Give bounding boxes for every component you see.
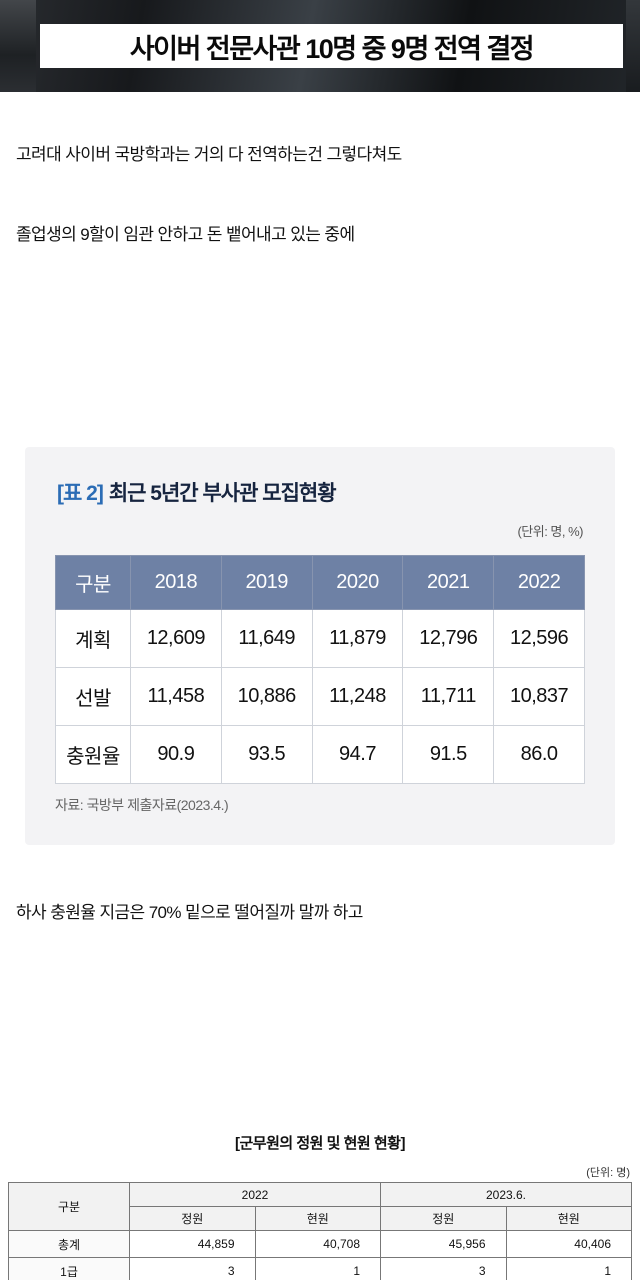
cell: 11,649: [220, 609, 313, 668]
recruit-col-header: 구분: [55, 555, 131, 610]
row-label: 총계: [8, 1230, 130, 1258]
comment-line-2: 졸업생의 9할이 임관 안하고 돈 뱉어내고 있는 중에: [16, 225, 355, 244]
cell: 1: [254, 1257, 381, 1280]
cell: 44,859: [129, 1230, 256, 1258]
civilian-sub-header: 현원: [254, 1206, 381, 1231]
row-label: 1급: [8, 1257, 130, 1280]
civilian-sub-header: 정원: [380, 1206, 507, 1231]
cell: 3: [380, 1257, 507, 1280]
news-headline: 사이버 전문사관 10명 중 9명 전역 결정: [129, 33, 535, 64]
cell: 11,711: [402, 667, 495, 726]
cell: 94.7: [311, 725, 404, 784]
civilian-sub-header: 현원: [505, 1206, 632, 1231]
comment-line-1: 고려대 사이버 국방학과는 거의 다 전역하는건 그렇다쳐도: [16, 145, 402, 164]
cell: 86.0: [493, 725, 585, 784]
recruit-table-title-text: 최근 5년간 부사관 모집현황: [108, 482, 337, 505]
cell: 11,879: [311, 609, 404, 668]
recruit-table: 구분 2018 2019 2020 2021 2022 계획 12,609 11…: [55, 555, 585, 784]
recruit-table-panel: [표 2] 최근 5년간 부사관 모집현황 (단위: 명, %) 구분 2018 …: [25, 447, 615, 845]
table-row: 1급 3 1 3 1: [8, 1257, 632, 1280]
row-label: 선발: [55, 667, 131, 726]
civilian-col-group-label: 구분: [8, 1182, 130, 1231]
recruit-col-header: 2021: [402, 555, 495, 610]
news-headline-box: 사이버 전문사관 10명 중 9명 전역 결정: [40, 24, 623, 68]
cell: 11,458: [130, 667, 222, 726]
cell: 45,956: [380, 1230, 507, 1258]
cell: 40,406: [505, 1230, 632, 1258]
civilian-table-title: [군무원의 정원 및 현원 현황]: [235, 1135, 405, 1152]
comment-line-3: 하사 충원율 지금은 70% 밑으로 떨어질까 말까 하고: [16, 903, 363, 922]
recruit-table-unit: (단위: 명, %): [517, 524, 583, 539]
cell: 3: [129, 1257, 256, 1280]
cell: 12,596: [493, 609, 585, 668]
cell: 90.9: [130, 725, 222, 784]
cell: 10,837: [493, 667, 585, 726]
civilian-year-header: 2023.6.: [380, 1182, 632, 1207]
table-row: 선발 11,458 10,886 11,248 11,711 10,837: [55, 667, 585, 726]
recruit-table-title: [표 2] 최근 5년간 부사관 모집현황: [57, 477, 337, 507]
cell: 91.5: [402, 725, 495, 784]
cell: 40,708: [254, 1230, 381, 1258]
row-label: 충원율: [55, 725, 131, 784]
civilian-table-unit: (단위: 명): [586, 1167, 630, 1179]
cell: 12,609: [130, 609, 222, 668]
recruit-col-header: 2020: [311, 555, 404, 610]
recruit-col-header: 2022: [493, 555, 585, 610]
civilian-sub-header: 정원: [129, 1206, 256, 1231]
cell: 12,796: [402, 609, 495, 668]
news-banner-image: 사이버 전문사관 10명 중 9명 전역 결정: [0, 0, 640, 92]
recruit-table-source: 자료: 국방부 제출자료(2023.4.): [55, 797, 229, 813]
recruit-col-header: 2019: [220, 555, 313, 610]
cell: 93.5: [220, 725, 313, 784]
cell: 10,886: [220, 667, 313, 726]
table-row: 충원율 90.9 93.5 94.7 91.5 86.0: [55, 725, 585, 784]
cell: 1: [505, 1257, 632, 1280]
civilian-year-header: 2022: [129, 1182, 381, 1207]
recruit-table-title-tag: [표 2]: [57, 482, 104, 505]
cell: 11,248: [311, 667, 404, 726]
civilian-header-row-2: 정원 현원 정원 현원: [9, 1206, 632, 1231]
table-row: 계획 12,609 11,649 11,879 12,796 12,596: [55, 609, 585, 668]
civilian-table: 구분 2022 2023.6. 정원 현원 정원 현원 총계 44,859 40…: [8, 1182, 632, 1280]
civilian-header-row-1: 구분 2022 2023.6.: [8, 1182, 632, 1231]
recruit-table-header-row: 구분 2018 2019 2020 2021 2022: [55, 555, 585, 610]
recruit-col-header: 2018: [130, 555, 222, 610]
row-label: 계획: [55, 609, 131, 668]
table-row: 총계 44,859 40,708 45,956 40,406: [8, 1230, 632, 1258]
